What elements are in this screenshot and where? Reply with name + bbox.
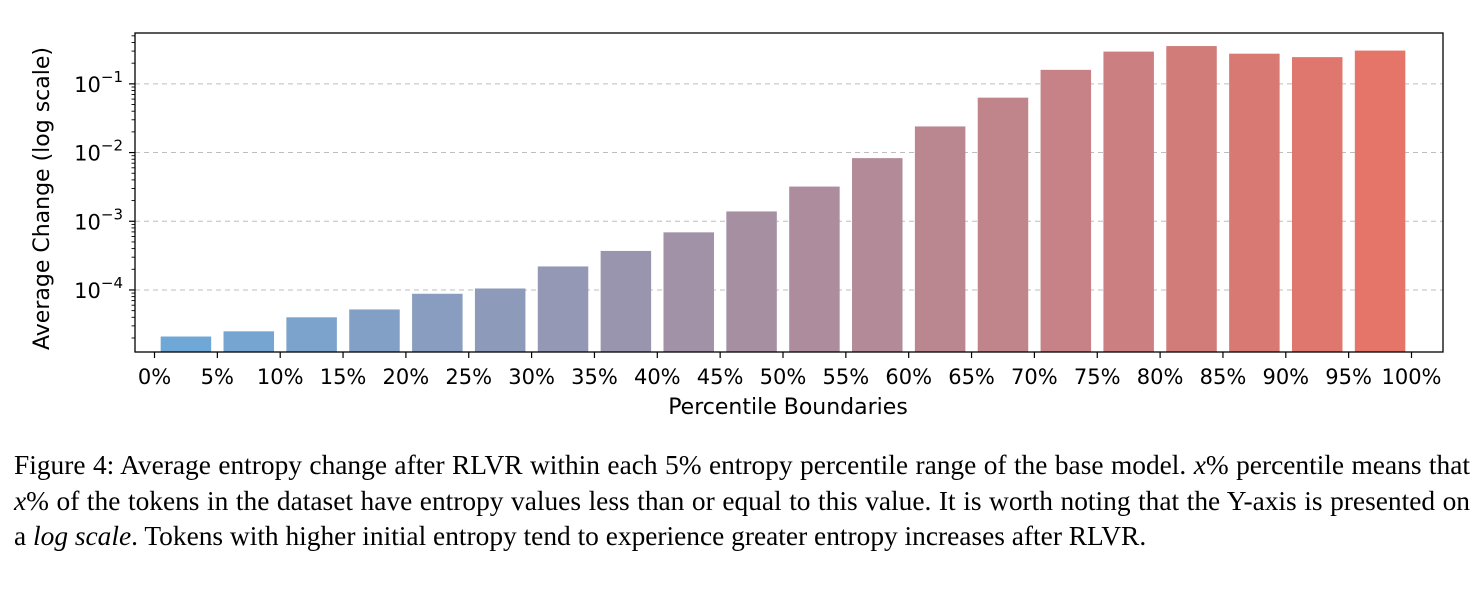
y-tick-base: 10: [74, 279, 101, 303]
x-tick-label: 20%: [383, 365, 430, 389]
x-tick-label: 50%: [760, 365, 807, 389]
bar-0%-5%: [160, 336, 212, 352]
x-tick-label: 45%: [697, 365, 744, 389]
bar-chart: 10−410−310−210−1 0% 5% 10% 15% 20% 25% 30% 35% 4…: [30, 32, 1444, 420]
x-tick-label: 15%: [320, 365, 367, 389]
x-tick-label: 0%: [138, 365, 171, 389]
x-tick-label: 70%: [1011, 365, 1058, 389]
x-tick-label: 55%: [823, 365, 870, 389]
x-tick-label: 65%: [948, 365, 995, 389]
x-tick-label: 5%: [201, 365, 234, 389]
bar-60%-65%: [914, 126, 966, 352]
x-tick-label: 75%: [1074, 365, 1121, 389]
x-tick-label: 40%: [634, 365, 681, 389]
caption-x-var-1: x: [1193, 450, 1206, 480]
x-tick-label: 10%: [257, 365, 304, 389]
y-tick-exponent: −4: [101, 274, 123, 292]
x-tick-label: 30%: [508, 365, 555, 389]
bar-35%-40%: [600, 250, 652, 352]
caption-part-1: % percentile means that: [1205, 450, 1470, 480]
bar-15%-20%: [349, 309, 400, 352]
bar-75%-80%: [1103, 51, 1154, 352]
y-tick-exponent: −3: [101, 205, 123, 223]
bars: [160, 46, 1406, 353]
figure-caption: Figure 4: Average entropy change after R…: [14, 448, 1470, 555]
bar-55%-60%: [852, 158, 903, 352]
y-tick-label: 10−1: [74, 68, 123, 97]
y-axis-label: Average Change (log scale): [30, 47, 55, 350]
y-tick-label: 10−4: [74, 274, 123, 303]
bar-20%-25%: [412, 293, 463, 352]
bar-40%-45%: [663, 232, 714, 352]
x-tick-label: 35%: [571, 365, 618, 389]
y-tick-label: 10−3: [74, 205, 123, 234]
bar-95%-100%: [1354, 50, 1406, 352]
plot-frame: [134, 32, 1444, 353]
y-ticks: 10−410−310−210−1: [74, 35, 135, 339]
y-tick-exponent: −2: [101, 137, 123, 155]
bar-5%-10%: [223, 331, 275, 352]
x-ticks: 0% 5% 10% 15% 20% 25% 30% 35% 40% 45% 50% 55% 60% 65%…: [138, 352, 1442, 389]
bar-70%-75%: [1040, 69, 1092, 353]
bar-80%-85%: [1166, 46, 1217, 353]
x-tick-label: 60%: [885, 365, 932, 389]
bar-90%-95%: [1291, 57, 1343, 353]
caption-part-2: % of the tokens in the dataset have entr…: [14, 485, 1470, 552]
x-tick-label: 95%: [1325, 365, 1372, 389]
x-axis-label: Percentile Boundaries: [668, 395, 908, 420]
y-tick-base: 10: [74, 210, 101, 234]
caption-tail: . Tokens with higher initial entropy ten…: [131, 521, 1147, 551]
x-tick-label: 100%: [1381, 365, 1441, 389]
y-tick-base: 10: [74, 142, 101, 166]
x-tick-label: 85%: [1200, 365, 1247, 389]
bar-25%-30%: [474, 288, 526, 352]
bar-65%-70%: [977, 97, 1029, 352]
y-tick-label: 10−2: [74, 137, 123, 166]
bar-30%-35%: [537, 266, 589, 352]
bar-10%-15%: [286, 317, 337, 352]
caption-lead: Figure 4: Average entropy change after R…: [14, 450, 1194, 480]
caption-x-var-2: x: [14, 485, 27, 516]
y-tick-exponent: −1: [101, 68, 123, 86]
caption-log-scale: log scale: [33, 521, 132, 551]
x-tick-label: 25%: [445, 365, 492, 389]
y-tick-base: 10: [74, 73, 101, 97]
x-tick-label: 80%: [1137, 365, 1184, 389]
x-tick-label: 90%: [1262, 365, 1309, 389]
grid-lines: [135, 83, 1443, 291]
bar-45%-50%: [726, 211, 777, 352]
bar-50%-55%: [789, 186, 840, 352]
bar-85%-90%: [1229, 53, 1280, 353]
